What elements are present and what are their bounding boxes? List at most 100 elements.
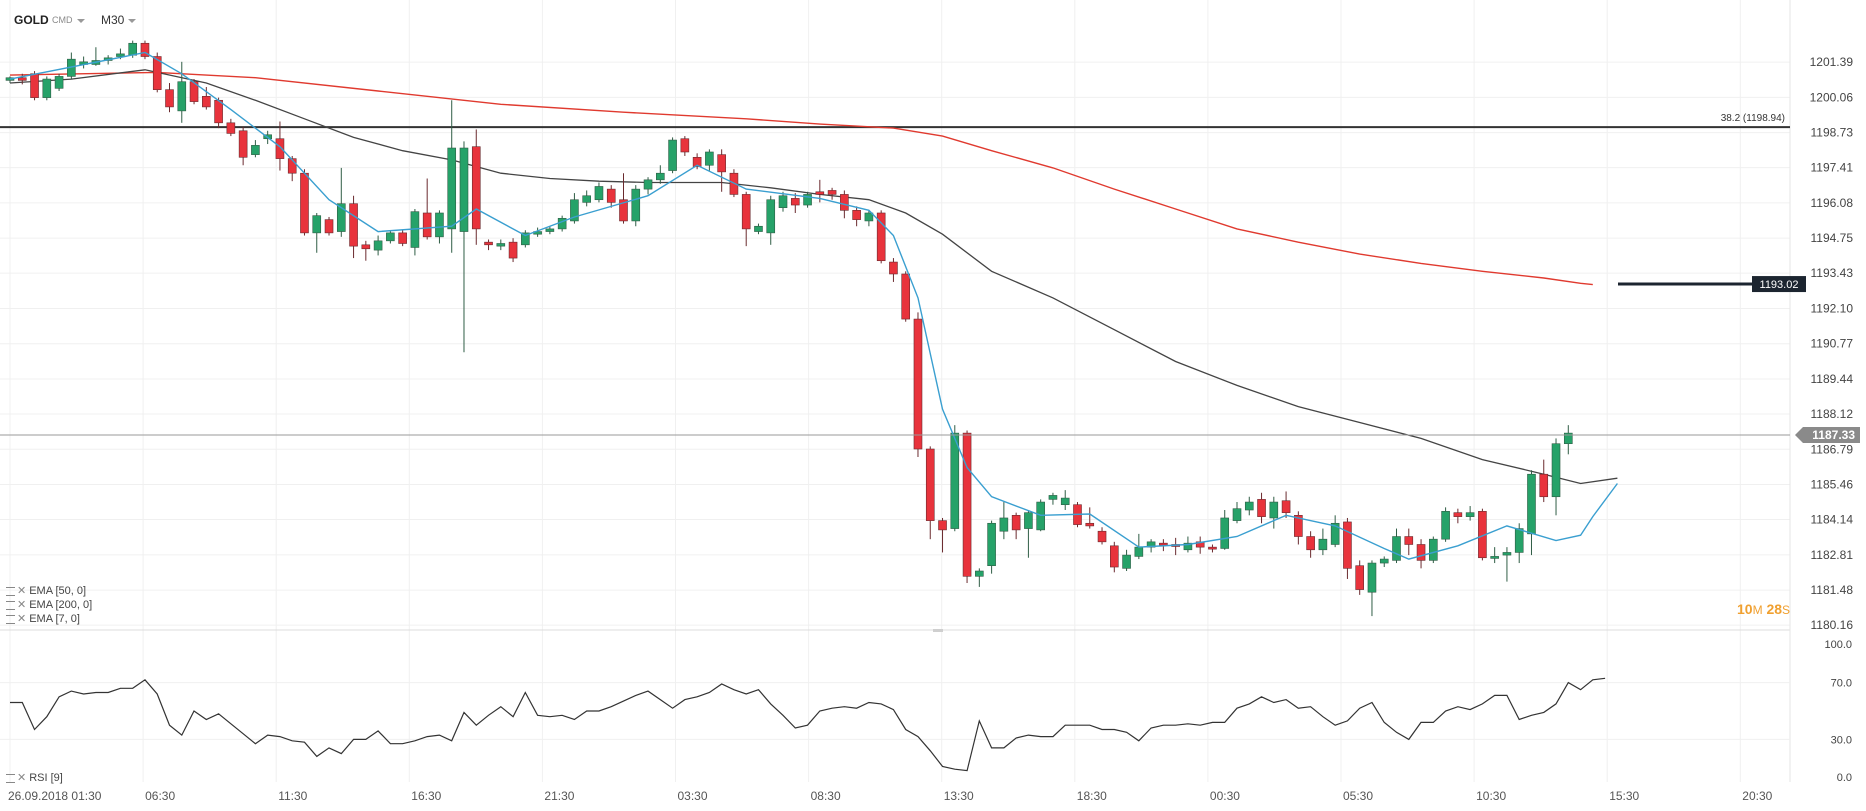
candle	[766, 195, 776, 245]
candle-body	[521, 232, 530, 246]
candle	[1527, 470, 1536, 556]
legend-ema200[interactable]: ✕ EMA [200, 0]	[6, 598, 92, 611]
candle	[778, 191, 788, 212]
candle-body	[815, 191, 825, 195]
candle-body	[165, 89, 174, 108]
time-axis-label: 08:30	[811, 789, 841, 803]
candle-body	[336, 203, 346, 232]
candle	[1171, 537, 1180, 556]
candle	[165, 83, 174, 113]
price-axis-label: 1192.10	[1811, 301, 1854, 315]
time-axis-label: 06:30	[145, 789, 175, 803]
candle-body	[1429, 538, 1438, 561]
candle	[790, 193, 800, 213]
candle	[876, 210, 886, 264]
candle-body	[889, 261, 898, 275]
legend-rsi[interactable]: ✕ RSI [9]	[6, 771, 63, 784]
candle	[226, 118, 236, 137]
candle	[557, 215, 567, 232]
legend-ema7[interactable]: ✕ EMA [7, 0]	[6, 612, 80, 625]
candle-body	[1244, 501, 1254, 511]
chevron-down-icon	[76, 18, 85, 23]
settings-icon[interactable]	[6, 600, 15, 610]
candle-body	[287, 158, 297, 174]
candle-body	[508, 241, 518, 259]
candle-body	[386, 232, 395, 242]
candle	[1048, 492, 1058, 505]
candle	[386, 230, 395, 244]
candle-body	[116, 53, 125, 57]
time-axis-label: 16:30	[411, 789, 441, 803]
candle-body	[876, 212, 886, 262]
candle	[1281, 491, 1291, 518]
ema200-marker-tag	[1752, 276, 1806, 293]
candle-body	[1183, 542, 1193, 551]
close-icon[interactable]: ✕	[17, 585, 27, 597]
settings-icon[interactable]	[6, 773, 15, 783]
settings-icon[interactable]	[6, 586, 15, 596]
candle	[1232, 502, 1242, 524]
rsi-axis-label: 100.0	[1824, 639, 1852, 651]
candle-body	[790, 198, 800, 206]
candle	[17, 73, 27, 85]
candle	[79, 56, 88, 69]
candle	[373, 235, 383, 256]
candle	[5, 76, 15, 84]
symbol-label[interactable]: GOLD	[14, 13, 49, 27]
price-axis-label: 1181.48	[1811, 583, 1854, 597]
candle	[643, 177, 653, 195]
candle	[1330, 515, 1340, 548]
close-icon[interactable]: ✕	[17, 772, 27, 784]
candle	[705, 149, 714, 171]
candle-body	[361, 244, 371, 250]
candle-body	[435, 212, 444, 238]
candle-body	[1208, 546, 1217, 550]
candle-body	[1441, 511, 1450, 540]
settings-icon[interactable]	[6, 614, 15, 624]
candle-body	[1404, 536, 1414, 545]
candle-body	[238, 130, 248, 158]
candle	[1011, 512, 1021, 540]
price-axis-label: 1184.14	[1811, 513, 1854, 527]
candle-body	[938, 520, 947, 531]
time-axis-label: 11:30	[278, 789, 307, 803]
candle-body	[766, 199, 776, 234]
candle-body	[545, 228, 555, 232]
price-axis-label: 1197.41	[1811, 161, 1854, 175]
candle-body	[606, 188, 616, 203]
candle	[1220, 510, 1230, 550]
timeframe-selector[interactable]: M30	[101, 13, 137, 27]
candle-body	[177, 81, 187, 112]
candle-body	[1306, 536, 1315, 551]
candle-body	[840, 194, 849, 211]
candle	[1355, 560, 1364, 595]
candle-body	[1122, 554, 1131, 569]
ema7-line	[9, 51, 1618, 560]
legend-ema50[interactable]: ✕ EMA [50, 0]	[6, 584, 86, 597]
candle-body	[668, 139, 677, 171]
source-label[interactable]: CMD	[52, 15, 85, 25]
candle	[300, 169, 309, 236]
candle-body	[1281, 500, 1291, 513]
time-axis-label: 21:30	[544, 789, 574, 803]
candle-body	[852, 210, 861, 220]
price-axis-label: 1188.12	[1811, 407, 1854, 421]
candle	[692, 153, 702, 170]
candle-body	[1110, 545, 1119, 568]
close-icon[interactable]: ✕	[17, 613, 27, 625]
time-axis-label: 05:30	[1343, 789, 1373, 803]
close-icon[interactable]: ✕	[17, 599, 27, 611]
candle	[508, 238, 518, 263]
candle	[1294, 511, 1303, 545]
candle-body	[1330, 522, 1340, 545]
candle	[741, 191, 751, 247]
candle	[251, 140, 260, 158]
candle-body	[214, 99, 223, 124]
candle-body	[962, 432, 972, 577]
candle	[324, 216, 334, 236]
candle-body	[17, 77, 27, 81]
candle-body	[1294, 515, 1303, 537]
candle-body	[251, 145, 260, 155]
candle	[336, 167, 346, 237]
